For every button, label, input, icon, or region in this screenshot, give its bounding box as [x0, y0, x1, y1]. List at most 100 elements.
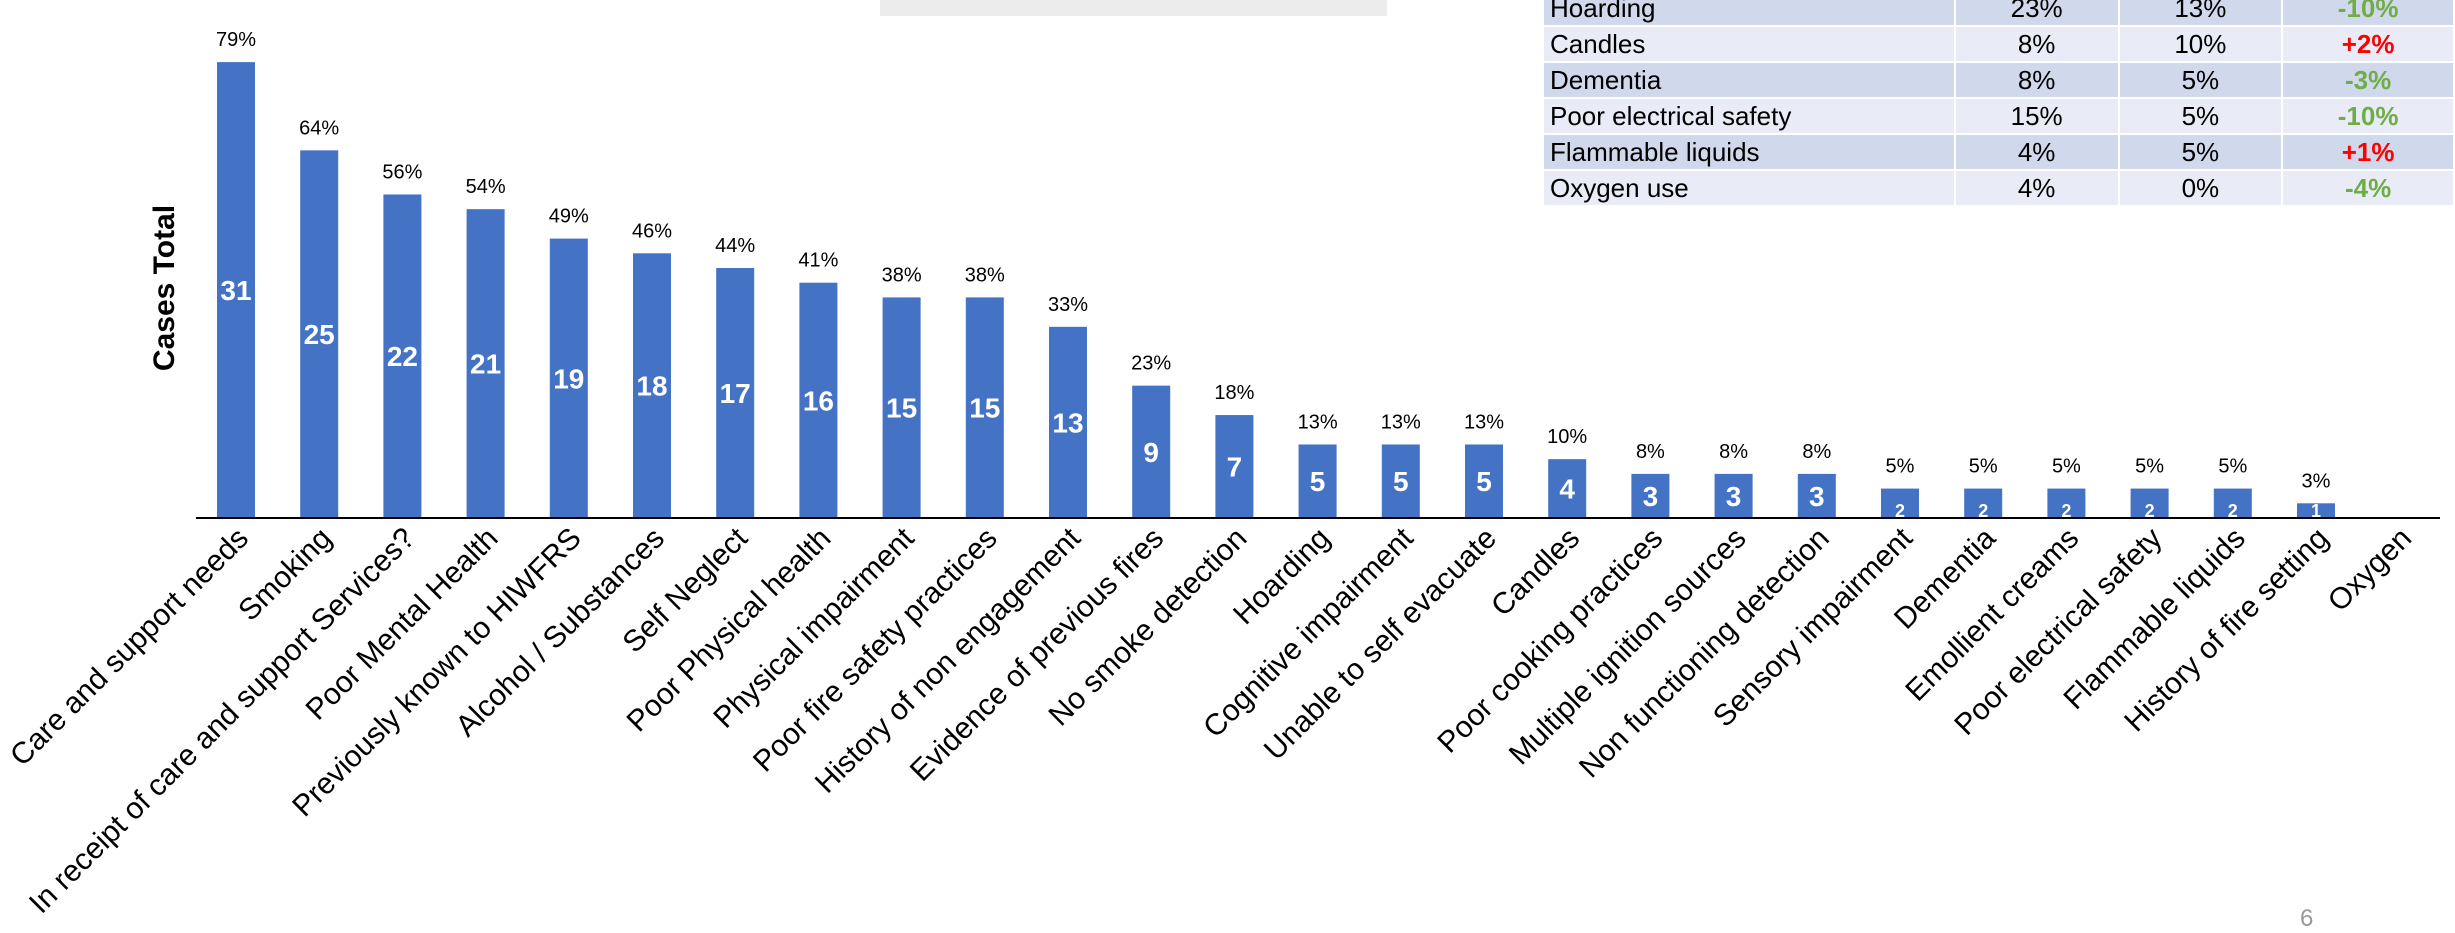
bar-value-label: 25: [304, 319, 335, 350]
bar-9: [965, 297, 1004, 518]
table-cell-change: -4%: [2281, 169, 2455, 207]
bar-value-label: 5: [1393, 466, 1409, 497]
bar-percent-label: 79%: [216, 29, 256, 51]
bar-value-label: 31: [220, 275, 251, 306]
bar-value-label: 2: [2061, 501, 2071, 521]
bar-value-label: 21: [470, 349, 501, 380]
bar-value-label: 19: [553, 363, 584, 394]
category-label: In receipt of care and support Services?: [23, 522, 421, 920]
table-row: Candles 8% 10% +2%: [1542, 25, 2455, 63]
bar-percent-label: 13%: [1464, 411, 1504, 433]
bar-percent-label: 5%: [2135, 456, 2164, 478]
bar-percent-label: 44%: [715, 235, 755, 257]
bar-percent-label: 18%: [1214, 382, 1254, 404]
bar-5: [633, 253, 671, 518]
bar-11: [1132, 385, 1171, 518]
bar-percent-label: 10%: [1547, 426, 1587, 448]
bar-percent-label: 5%: [1886, 456, 1915, 478]
table-cell-b: 5%: [2117, 97, 2284, 135]
table-cell-name: Dementia: [1542, 61, 1956, 99]
bar-percent-label: 5%: [2052, 456, 2081, 478]
bar-value-label: 9: [1143, 437, 1159, 468]
bar-13: [1298, 444, 1337, 518]
bar-value-label: 7: [1227, 452, 1243, 483]
bar-percent-label: 8%: [1802, 441, 1831, 463]
table-row: Poor electrical safety 15% 5% -10%: [1542, 97, 2455, 135]
bar-21: [1964, 488, 2003, 518]
table-row: Flammable liquids 4% 5% +1%: [1542, 133, 2455, 171]
bar-value-label: 18: [636, 371, 667, 402]
bar-19: [1797, 473, 1836, 518]
table-cell-name: Hoarding: [1542, 0, 1956, 27]
bar-percent-label: 3%: [2302, 470, 2331, 492]
table-cell-a: 8%: [1953, 25, 2120, 63]
table-row: Oxygen use 4% 0% -4%: [1542, 169, 2455, 207]
category-label: Oxygen: [2322, 522, 2418, 618]
bar-percent-label: 5%: [2218, 456, 2247, 478]
bar-percent-label: 13%: [1381, 411, 1421, 433]
bar-3: [466, 209, 505, 519]
bar-value-label: 2: [2145, 501, 2155, 521]
bar-10: [1049, 326, 1087, 518]
bar-value-label: 22: [387, 341, 418, 372]
table-cell-a: 4%: [1953, 133, 2120, 171]
page-number: 6: [2300, 905, 2314, 932]
bar-18: [1714, 473, 1753, 518]
bar-percent-label: 46%: [632, 220, 672, 242]
table-cell-name: Candles: [1542, 25, 1956, 63]
table-cell-change: +1%: [2281, 133, 2455, 171]
bar-value-label: 2: [1895, 501, 1905, 521]
bar-value-label: 4: [1559, 474, 1575, 505]
bar-value-label: 17: [720, 378, 751, 409]
bar-6: [716, 268, 755, 518]
table-cell-b: 0%: [2117, 169, 2284, 207]
table-cell-name: Oxygen use: [1542, 169, 1956, 207]
table-cell-name: Poor electrical safety: [1542, 97, 1956, 135]
bar-percent-label: 54%: [466, 176, 506, 198]
bar-percent-label: 38%: [965, 264, 1005, 286]
table-cell-a: 23%: [1953, 0, 2120, 27]
bar-value-label: 15: [969, 393, 1000, 424]
bar-7: [799, 282, 838, 518]
bar-percent-label: 23%: [1131, 353, 1171, 375]
table-cell-b: 5%: [2117, 61, 2284, 99]
bar-16: [1548, 459, 1587, 518]
header-placeholder-box: [880, 0, 1387, 16]
table-cell-a: 8%: [1953, 61, 2120, 99]
bar-percent-label: 38%: [882, 264, 922, 286]
bar-20: [1881, 488, 1919, 518]
bar-2: [383, 194, 422, 518]
bar-8: [882, 297, 921, 518]
table-cell-b: 10%: [2117, 25, 2284, 63]
table-cell-change: -10%: [2281, 0, 2455, 27]
bar-0: [217, 62, 255, 518]
bar-25: [2297, 503, 2335, 518]
bar-value-label: 3: [1726, 481, 1742, 512]
bars: 3179%2564%2256%2154%1949%1846%1744%1641%…: [216, 29, 2335, 521]
bar-percent-label: 33%: [1048, 294, 1088, 316]
bar-14: [1381, 444, 1420, 518]
table-cell-change: +2%: [2281, 25, 2455, 63]
bar-value-label: 1: [2311, 501, 2321, 521]
bar-percent-label: 8%: [1719, 441, 1748, 463]
bar-percent-label: 49%: [549, 206, 589, 228]
bar-value-label: 13: [1052, 407, 1083, 438]
table-cell-a: 15%: [1953, 97, 2120, 135]
bar-17: [1631, 473, 1670, 518]
bar-percent-label: 8%: [1636, 441, 1665, 463]
bar-percent-label: 41%: [798, 250, 838, 272]
table-cell-b: 5%: [2117, 133, 2284, 171]
table-cell-name: Flammable liquids: [1542, 133, 1956, 171]
bar-4: [549, 238, 588, 518]
bar-percent-label: 5%: [1969, 456, 1998, 478]
comparison-table: Hoarding 23% 13% -10% Candles 8% 10% +2% Dementi…: [1542, 0, 2455, 207]
table-cell-b: 13%: [2117, 0, 2284, 27]
table-cell-change: -10%: [2281, 97, 2455, 135]
bar-12: [1215, 415, 1254, 518]
bar-value-label: 3: [1809, 481, 1825, 512]
table-cell-change: -3%: [2281, 61, 2455, 99]
bar-value-label: 5: [1310, 466, 1326, 497]
bar-23: [2130, 488, 2169, 518]
